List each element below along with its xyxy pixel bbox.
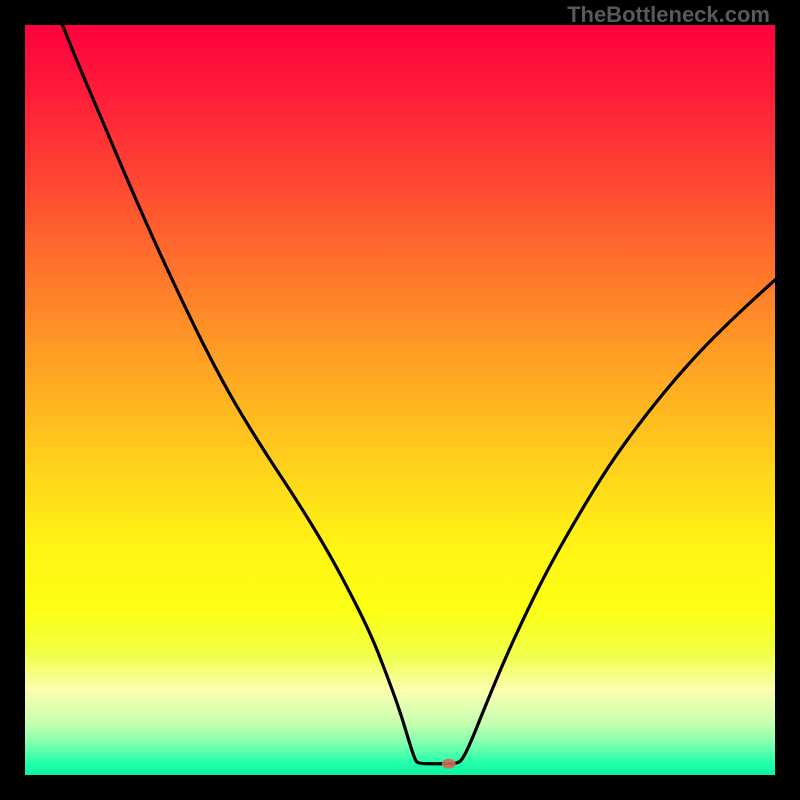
chart-frame [0,0,800,800]
chart-container: TheBottleneck.com [0,0,800,800]
watermark-text: TheBottleneck.com [567,2,770,28]
